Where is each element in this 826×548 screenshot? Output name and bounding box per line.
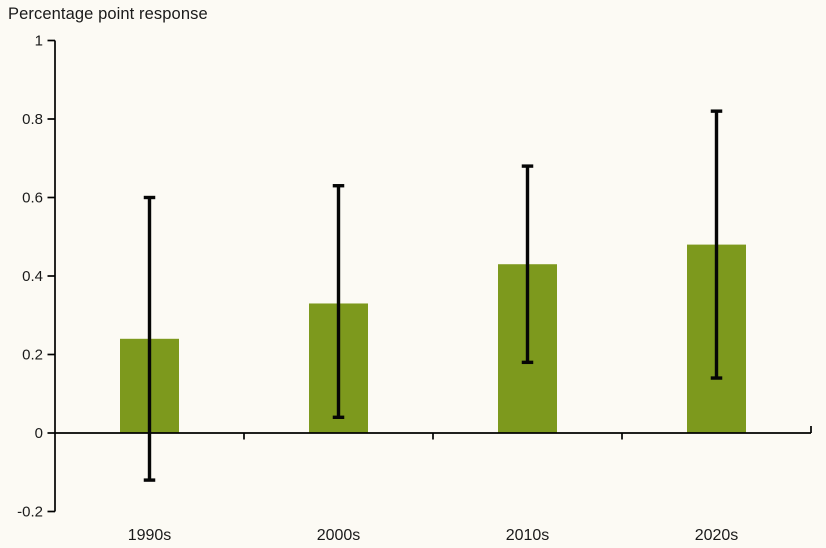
x-axis-label-2010s: 2010s bbox=[506, 527, 550, 544]
chart-title: Percentage point response bbox=[8, 5, 208, 23]
y-axis-tick-label: 0 bbox=[35, 425, 43, 442]
x-axis-label-1990s: 1990s bbox=[128, 527, 172, 544]
y-axis-tick-label: -0.2 bbox=[17, 504, 43, 521]
y-axis-tick-label: 0.8 bbox=[22, 111, 43, 128]
y-axis-tick-label: 1 bbox=[35, 33, 43, 50]
y-axis-tick-label: 0.2 bbox=[22, 347, 43, 364]
x-axis-label-2020s: 2020s bbox=[695, 527, 739, 544]
x-axis-label-2000s: 2000s bbox=[317, 527, 361, 544]
y-axis-tick-label: 0.4 bbox=[22, 268, 43, 285]
y-axis-tick-label: 0.6 bbox=[22, 190, 43, 207]
